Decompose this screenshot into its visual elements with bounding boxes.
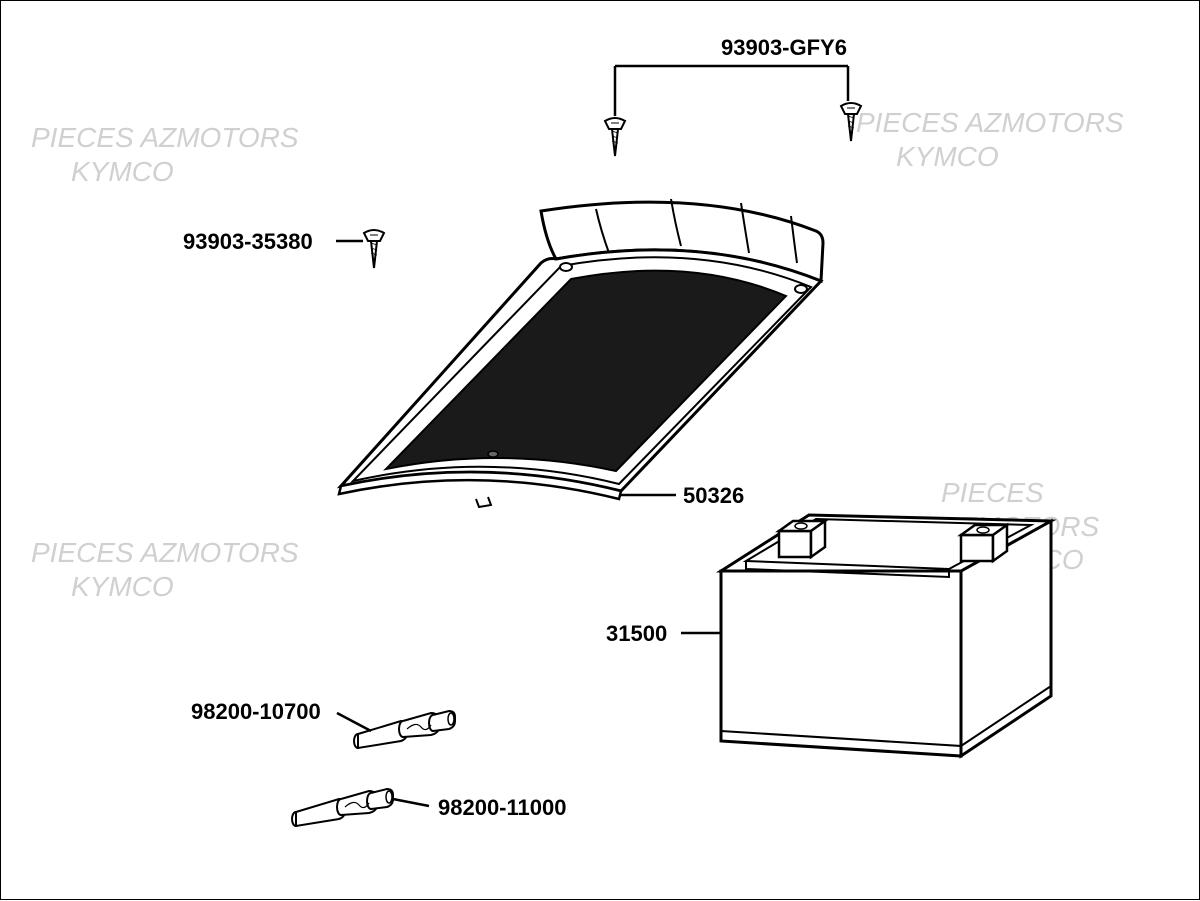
label-cover: 50326 xyxy=(683,483,744,509)
label-fuse2: 98200-11000 xyxy=(438,795,566,821)
screw-left xyxy=(364,230,384,268)
screw-top-1 xyxy=(605,118,625,156)
label-fuse1: 98200-10700 xyxy=(191,699,321,725)
label-screw-left: 93903-35380 xyxy=(183,229,313,255)
fuse-2 xyxy=(292,789,393,826)
label-screw-top: 93903-GFY6 xyxy=(721,35,847,61)
battery xyxy=(721,515,1051,756)
parts-diagram xyxy=(1,1,1200,901)
label-battery: 31500 xyxy=(606,621,667,647)
battery-cover xyxy=(339,199,823,507)
diagram-container: PIECES AZMOTORS KYMCO PIECES AZMOTORS KY… xyxy=(0,0,1200,900)
screw-top-2 xyxy=(841,103,861,141)
